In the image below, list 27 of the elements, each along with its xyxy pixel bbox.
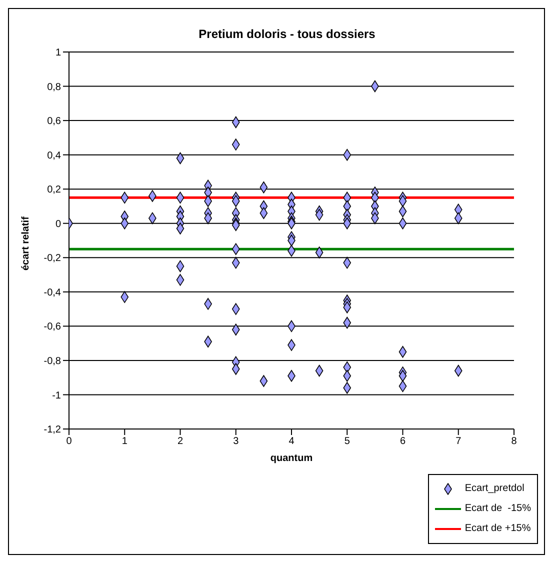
y-tick-label: 1: [55, 48, 62, 59]
x-axis-title: quantum: [270, 453, 313, 464]
chart-title: Pretium doloris - tous dossiers: [198, 26, 376, 41]
y-tick-label: -1: [52, 390, 62, 402]
y-tick-label: 0,8: [47, 82, 62, 93]
x-tick-label: 7: [456, 436, 462, 448]
y-tick-label: 0,4: [47, 150, 62, 162]
x-tick-label: 3: [233, 436, 240, 448]
y-tick-label: 0,6: [47, 116, 62, 128]
legend-label: Ecart de -15%: [464, 502, 531, 516]
x-tick-label: 1: [122, 436, 128, 448]
y-tick-label: -1,2: [44, 424, 62, 436]
x-tick-label: 0: [66, 436, 72, 448]
y-tick-label: 0,2: [47, 184, 62, 196]
x-tick-label: 2: [177, 436, 184, 448]
y-tick-label: -0,6: [44, 322, 62, 333]
x-tick-label: 6: [400, 436, 406, 448]
y-tick-label: 0: [55, 218, 62, 230]
x-tick-label: 5: [344, 436, 350, 448]
y-axis-title: écart relatif: [20, 216, 32, 270]
legend-label: Ecart de +15%: [464, 522, 531, 536]
y-tick-label: -0,4: [44, 287, 62, 298]
y-tick-label: -0,8: [44, 356, 62, 368]
legend-label: Ecart_pretdol: [464, 482, 524, 496]
y-tick-label: -0,2: [44, 253, 62, 264]
x-tick-label: 8: [511, 436, 518, 448]
x-tick-label: 4: [288, 436, 295, 448]
